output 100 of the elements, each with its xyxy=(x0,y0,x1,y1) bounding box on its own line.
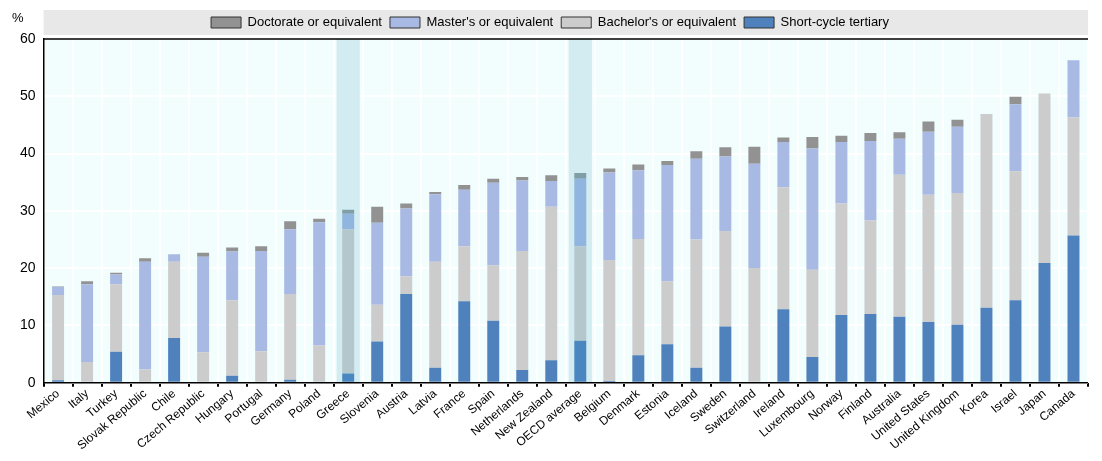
bar xyxy=(1009,300,1022,382)
bar xyxy=(719,230,732,327)
bar xyxy=(806,148,819,270)
bar xyxy=(139,258,152,262)
bar xyxy=(835,315,848,382)
bar xyxy=(429,261,442,368)
bar xyxy=(864,313,877,382)
bar xyxy=(1009,171,1022,301)
bar xyxy=(545,206,558,361)
bar xyxy=(893,174,906,317)
bar xyxy=(487,178,500,183)
bar xyxy=(951,126,964,194)
bar xyxy=(777,142,790,188)
y-tick-label: 0 xyxy=(27,373,36,390)
legend-label: Doctorate or equivalent xyxy=(247,14,383,30)
bar xyxy=(603,172,616,261)
bar xyxy=(777,309,790,382)
bar xyxy=(400,208,413,277)
bar xyxy=(255,250,268,352)
bar xyxy=(574,340,587,382)
bar xyxy=(719,147,732,157)
bar xyxy=(168,254,181,262)
bar xyxy=(168,337,181,382)
bar xyxy=(748,146,761,164)
bar xyxy=(545,175,558,182)
bar xyxy=(951,193,964,325)
bar xyxy=(835,203,848,316)
bar xyxy=(574,246,587,341)
bar xyxy=(81,281,94,285)
bar xyxy=(835,135,848,143)
legend-label: Master's or equivalent xyxy=(426,14,554,30)
bar xyxy=(690,367,703,382)
bar xyxy=(1009,104,1022,172)
bar xyxy=(226,300,239,376)
bar xyxy=(632,164,645,171)
bar xyxy=(893,132,906,139)
bar xyxy=(632,170,645,239)
bar xyxy=(806,269,819,357)
bar xyxy=(864,132,877,141)
bar xyxy=(1038,93,1051,263)
bar xyxy=(893,138,906,175)
bar xyxy=(603,168,616,173)
bar xyxy=(545,181,558,207)
bar xyxy=(487,320,500,382)
y-tick-label: 10 xyxy=(19,316,36,333)
bar xyxy=(719,156,732,231)
bar xyxy=(1067,235,1080,382)
bar xyxy=(371,304,384,342)
bar xyxy=(516,370,529,382)
bar xyxy=(400,203,413,209)
bar xyxy=(980,307,993,382)
bar xyxy=(864,140,877,221)
bar xyxy=(806,136,819,149)
bar xyxy=(864,220,877,314)
bar xyxy=(690,158,703,240)
bar xyxy=(255,246,268,251)
bar xyxy=(371,206,384,223)
y-tick-label: 40 xyxy=(19,144,36,161)
bar xyxy=(110,274,123,285)
bar xyxy=(342,213,355,230)
bar xyxy=(574,178,587,247)
bar xyxy=(922,321,935,382)
bar xyxy=(632,238,645,356)
bar xyxy=(400,293,413,382)
bar xyxy=(574,173,587,179)
bar xyxy=(313,345,326,382)
bar xyxy=(545,360,558,382)
bar xyxy=(516,250,529,371)
bar xyxy=(661,161,674,166)
bar xyxy=(139,261,152,370)
bar xyxy=(748,268,761,382)
bar xyxy=(661,281,674,345)
bar xyxy=(487,182,500,266)
bar xyxy=(81,362,94,382)
bar xyxy=(893,316,906,382)
bar xyxy=(400,276,413,294)
bar xyxy=(429,367,442,382)
bar xyxy=(342,229,355,374)
bar xyxy=(1009,96,1022,105)
bar xyxy=(487,265,500,321)
bar xyxy=(342,209,355,214)
bar xyxy=(371,222,384,305)
bar xyxy=(516,180,529,251)
bar xyxy=(81,284,94,363)
bar xyxy=(110,284,123,352)
bar xyxy=(284,229,297,294)
bar xyxy=(806,356,819,382)
bar xyxy=(748,163,761,269)
bar xyxy=(139,369,152,382)
bar xyxy=(197,252,210,257)
bar xyxy=(922,131,935,195)
bar xyxy=(110,351,123,382)
bar xyxy=(777,187,790,310)
bar xyxy=(980,114,993,308)
bar xyxy=(342,373,355,382)
bar xyxy=(661,165,674,282)
bar xyxy=(226,375,239,382)
bar xyxy=(284,221,297,230)
y-tick-label: 20 xyxy=(19,258,36,275)
bar xyxy=(458,246,471,302)
